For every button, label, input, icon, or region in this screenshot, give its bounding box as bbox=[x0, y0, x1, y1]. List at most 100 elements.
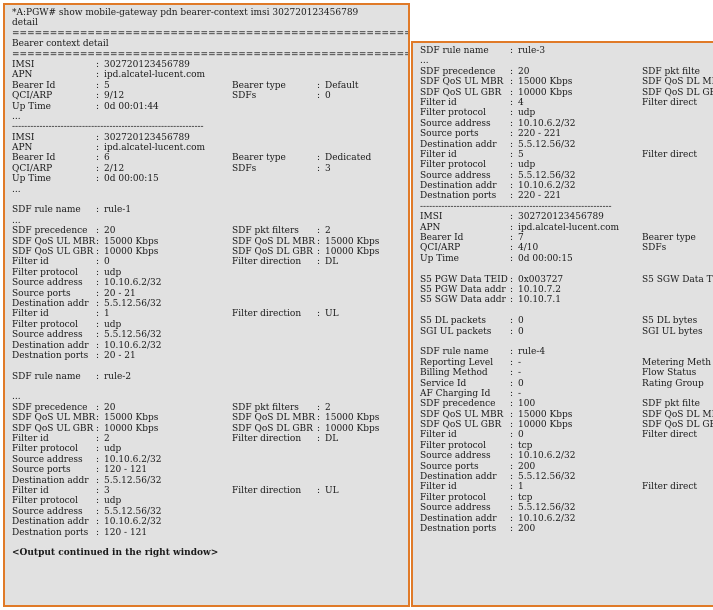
colon-separator: : bbox=[510, 368, 514, 379]
field-label: Filter protocol bbox=[420, 160, 486, 171]
field-label: Destination addr bbox=[420, 513, 497, 524]
output-text: ... bbox=[420, 56, 429, 67]
field-label: APN bbox=[12, 143, 33, 154]
colon-separator: : bbox=[510, 212, 514, 223]
field-label-2: SDF QoS DL GBR bbox=[232, 423, 313, 434]
colon-separator: : bbox=[317, 257, 321, 268]
field-row: Destnation ports:220 - 221 bbox=[420, 191, 713, 201]
field-row: Filter protocol: udp bbox=[12, 320, 408, 330]
field-row: Filter protocol: udp bbox=[12, 444, 408, 454]
colon-separator: : bbox=[510, 46, 514, 56]
field-row: SGI UL packets:0 SGI UL bytes bbox=[420, 327, 713, 337]
field-label-2: Filter direction bbox=[232, 434, 302, 445]
field-row: APN: ipd.alcatel-lucent.com bbox=[12, 143, 408, 153]
colon-separator: : bbox=[96, 465, 100, 476]
field-row: Filter id:0 Filter direction: DL bbox=[12, 257, 408, 267]
colon-separator: : bbox=[317, 226, 321, 237]
field-value-2: 0 bbox=[325, 91, 331, 102]
field-label: SDF rule name bbox=[420, 347, 489, 358]
field-label-2: SDF QoS DL GB bbox=[642, 87, 713, 98]
field-value: 4 bbox=[518, 97, 524, 108]
output-text: Bearer context detail bbox=[12, 39, 109, 50]
field-row: S5 PGW Data TEID:0x003727 S5 SGW Data T bbox=[420, 275, 713, 285]
field-label: Source address bbox=[12, 506, 83, 517]
colon-separator: : bbox=[96, 132, 100, 143]
blank-line bbox=[420, 306, 713, 316]
field-value-2: 10000 Kbps bbox=[325, 246, 380, 257]
field-label: QCI/ARP bbox=[12, 91, 53, 102]
colon-separator: : bbox=[96, 444, 100, 455]
field-row: SDF QoS UL GBR:10000 Kbps SDF QoS DL GB bbox=[420, 420, 713, 430]
field-value: 5 bbox=[104, 80, 110, 91]
field-value: 10.10.7.1 bbox=[518, 295, 561, 306]
field-label-2: Filter direction bbox=[232, 485, 302, 496]
field-label: Filter id bbox=[420, 430, 457, 441]
colon-separator: : bbox=[96, 205, 100, 216]
colon-separator: : bbox=[510, 451, 514, 462]
field-label: SDF precedence bbox=[12, 402, 88, 413]
field-value: rule-4 bbox=[518, 347, 546, 358]
right-terminal-panel: SDF rule name: rule-3... SDF precedence:20… bbox=[411, 41, 713, 607]
field-label: Source address bbox=[420, 503, 491, 514]
colon-separator: : bbox=[96, 298, 100, 309]
field-value: 10000 Kbps bbox=[518, 87, 573, 98]
output-line: detail bbox=[12, 18, 408, 28]
field-value-2: DL bbox=[325, 434, 339, 445]
separator-line: ----------------------------------------… bbox=[12, 122, 408, 132]
field-label: SDF QoS UL MBR bbox=[420, 77, 504, 88]
field-row: SDF QoS UL MBR:15000 Kbps SDF QoS DL MB bbox=[420, 410, 713, 420]
field-label: IMSI bbox=[12, 132, 35, 143]
field-row: SDF QoS UL MBR:15000 Kbps SDF QoS DL MBR:… bbox=[12, 237, 408, 247]
field-row: Filter id:2 Filter direction: DL bbox=[12, 434, 408, 444]
field-label: Filter protocol bbox=[420, 492, 486, 503]
field-row: Destination addr:10.10.6.2/32 bbox=[420, 514, 713, 524]
field-label-2: SDFs bbox=[642, 243, 667, 254]
field-value: 10.10.6.2/32 bbox=[518, 118, 576, 129]
field-label-2: Bearer type bbox=[232, 80, 286, 91]
field-value: 15000 Kbps bbox=[518, 409, 573, 420]
colon-separator: : bbox=[510, 482, 514, 493]
field-label: Bearer Id bbox=[420, 233, 464, 244]
field-label-2: Filter direction bbox=[232, 309, 302, 320]
colon-separator: : bbox=[96, 309, 100, 320]
field-row: Destination addr:10.10.6.2/32 bbox=[12, 517, 408, 527]
colon-separator: : bbox=[96, 288, 100, 299]
field-value: 0 bbox=[518, 326, 524, 337]
field-label: IMSI bbox=[420, 212, 443, 223]
field-label: Filter id bbox=[12, 485, 49, 496]
field-label: SDF rule name bbox=[12, 205, 81, 216]
colon-separator: : bbox=[510, 523, 514, 534]
field-label-2: SDF QoS DL MB bbox=[642, 409, 713, 420]
colon-separator: : bbox=[96, 434, 100, 445]
field-value: 20 bbox=[104, 402, 116, 413]
blank-line bbox=[420, 264, 713, 274]
field-value: udp bbox=[104, 496, 122, 507]
field-value: udp bbox=[104, 267, 122, 278]
field-value: 5.5.12.56/32 bbox=[518, 503, 576, 514]
colon-separator: : bbox=[96, 413, 100, 424]
field-label: AF Charging Id bbox=[420, 388, 491, 399]
field-label-2: SDF pkt filte bbox=[642, 399, 701, 410]
output-line: <Output continued in the right window> bbox=[12, 548, 408, 558]
field-value: ipd.alcatel-lucent.com bbox=[104, 70, 206, 81]
colon-separator: : bbox=[96, 330, 100, 341]
colon-separator: : bbox=[96, 454, 100, 465]
field-label: Filter protocol bbox=[12, 496, 78, 507]
colon-separator: : bbox=[510, 149, 514, 160]
field-row: Destination addr:5.5.12.56/32 bbox=[12, 299, 408, 309]
field-value: rule-2 bbox=[104, 371, 132, 382]
field-row: Destination addr:5.5.12.56/32 bbox=[420, 472, 713, 482]
field-label: Bearer Id bbox=[12, 80, 56, 91]
left-terminal-panel: *A:PGW# show mobile-gateway pdn bearer-c… bbox=[3, 3, 410, 607]
colon-separator: : bbox=[96, 80, 100, 91]
colon-separator: : bbox=[510, 139, 514, 150]
field-row: Source ports:200 bbox=[420, 462, 713, 472]
colon-separator: : bbox=[96, 402, 100, 413]
field-row: Filter protocol: udp bbox=[420, 160, 713, 170]
field-value: - bbox=[518, 368, 522, 379]
field-label: Bearer Id bbox=[12, 153, 56, 164]
field-label: Source ports bbox=[420, 129, 479, 140]
colon-separator: : bbox=[96, 496, 100, 507]
field-label: SDF rule name bbox=[12, 371, 81, 382]
field-label: Up Time bbox=[12, 174, 51, 185]
